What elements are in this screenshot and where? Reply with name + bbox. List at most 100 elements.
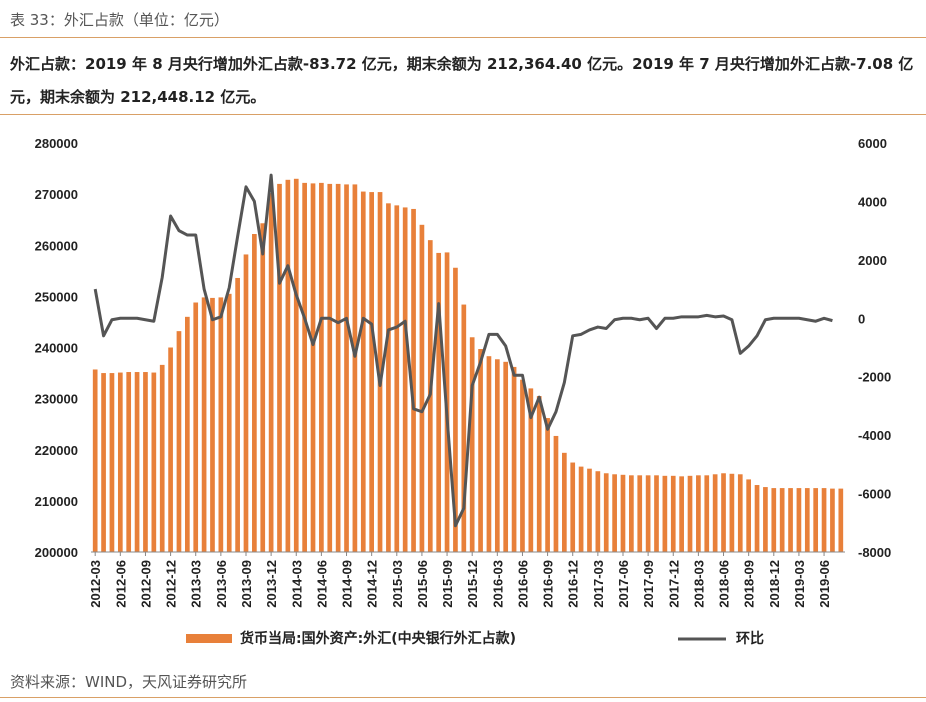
bar	[587, 468, 592, 552]
bar	[788, 488, 793, 552]
bar	[796, 488, 802, 552]
bar	[704, 475, 710, 552]
bar	[268, 193, 274, 552]
axes: 200000 210000 220000 230000 240000 250000 2600…	[35, 136, 892, 608]
x-tick-label: 2013-03	[189, 560, 204, 608]
bar	[721, 473, 726, 552]
bar	[402, 207, 408, 553]
bar	[737, 474, 743, 552]
bar	[302, 182, 307, 552]
left-tick-label: 260000	[35, 238, 78, 253]
x-tick-label: 2012-06	[113, 560, 128, 608]
bar	[436, 252, 442, 553]
x-tick-label: 2018-06	[717, 560, 732, 608]
bar	[603, 473, 609, 552]
bar	[804, 488, 810, 552]
bar	[352, 184, 358, 552]
left-tick-label: 250000	[35, 289, 78, 304]
bar	[779, 488, 785, 552]
bar	[654, 475, 659, 552]
bar	[461, 304, 467, 552]
bar	[712, 474, 718, 552]
right-tick-label: -6000	[858, 487, 891, 502]
left-tick-label: 280000	[35, 136, 78, 151]
left-tick-label: 200000	[35, 545, 78, 560]
bar	[620, 474, 626, 552]
x-tick-label: 2016-03	[490, 560, 505, 608]
bar	[176, 331, 182, 552]
chart-caption: 表 33：外汇占款（单位：亿元）	[10, 11, 229, 29]
bar	[520, 379, 525, 552]
x-tick-label: 2013-09	[239, 560, 254, 608]
x-tick-label: 2014-06	[314, 560, 329, 608]
bar	[117, 372, 123, 552]
bar	[243, 254, 249, 552]
right-tick-label: 6000	[858, 136, 887, 151]
legend-line-label: 环比	[736, 630, 764, 647]
bar	[386, 203, 391, 552]
line-series	[93, 173, 833, 528]
bar	[528, 388, 534, 552]
bar	[536, 396, 542, 552]
bar	[553, 435, 559, 552]
left-tick-label: 210000	[35, 494, 78, 509]
bar	[285, 179, 291, 552]
bar	[143, 372, 148, 552]
right-tick-label: 4000	[858, 194, 887, 209]
bar	[335, 183, 341, 552]
bar	[293, 178, 299, 553]
bar	[469, 337, 475, 552]
bar	[235, 277, 240, 552]
right-tick-label: -8000	[858, 545, 891, 560]
bar	[319, 182, 324, 552]
bar	[578, 466, 584, 552]
x-tick-label: 2013-12	[264, 560, 279, 608]
bar	[545, 418, 550, 552]
bottom-divider	[0, 697, 926, 698]
x-tick-label: 2018-03	[691, 560, 706, 608]
bar	[360, 191, 366, 552]
source-note: 资料来源：WIND，天风证券研究所	[10, 673, 248, 691]
x-tick-label: 2015-09	[440, 560, 455, 608]
top-divider	[0, 37, 926, 38]
bar	[511, 366, 517, 552]
bar	[193, 302, 199, 552]
bar	[562, 452, 567, 552]
legend: 货币当局:国外资产:外汇(中央银行外汇占款) 环比	[186, 630, 764, 647]
x-tick-label: 2016-06	[515, 560, 530, 608]
bar	[226, 293, 232, 552]
bar	[310, 183, 316, 552]
bar	[729, 473, 735, 552]
bar	[662, 475, 668, 552]
x-tick-label: 2016-12	[566, 560, 581, 608]
bar-series	[92, 178, 844, 553]
right-tick-label: -2000	[858, 370, 891, 385]
bar	[503, 361, 509, 552]
summary-divider	[0, 114, 926, 115]
x-tick-label: 2012-03	[88, 560, 103, 608]
x-tick-label: 2018-12	[767, 560, 782, 608]
bar	[670, 475, 676, 552]
x-tick-label: 2014-09	[340, 560, 355, 608]
bar	[92, 369, 98, 552]
bar	[754, 485, 760, 552]
bar	[201, 297, 207, 552]
bar	[411, 208, 416, 552]
x-tick-label: 2014-03	[289, 560, 304, 608]
bar	[101, 373, 106, 552]
x-tick-label: 2017-03	[591, 560, 606, 608]
bar	[696, 475, 701, 552]
bar	[570, 462, 576, 552]
summary-text: 外汇占款：2019 年 8 月央行增加外汇占款-83.72 亿元，期末余额为 2…	[10, 55, 914, 106]
bar	[813, 488, 819, 552]
x-tick-label: 2018-09	[742, 560, 757, 608]
bar	[218, 297, 224, 552]
bar	[394, 205, 400, 552]
bar	[344, 184, 349, 552]
bar	[126, 372, 132, 552]
right-tick-label: -4000	[858, 428, 891, 443]
x-tick-label: 2017-09	[641, 560, 656, 608]
bar	[612, 474, 617, 552]
right-tick-label: 2000	[858, 253, 887, 268]
